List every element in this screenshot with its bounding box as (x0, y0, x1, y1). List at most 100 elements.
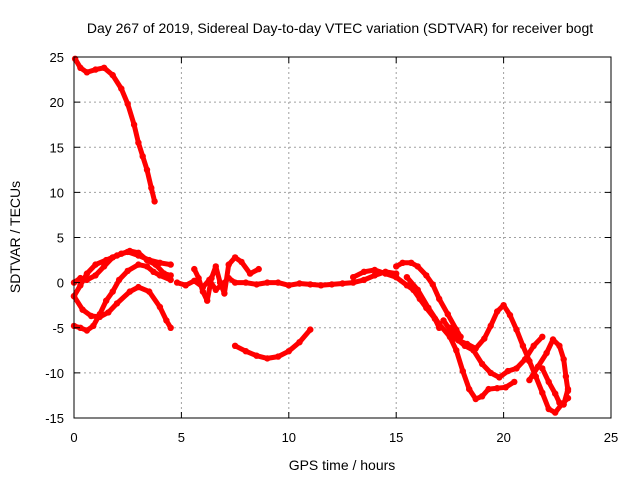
data-point (143, 263, 151, 270)
data-point (231, 254, 239, 261)
data-point (317, 282, 325, 289)
data-point (274, 279, 282, 286)
series-trace (393, 260, 464, 340)
data-point (399, 259, 406, 266)
data-point (126, 247, 133, 255)
data-point (216, 279, 224, 286)
y-tick-label: 5 (57, 231, 64, 246)
data-point (191, 265, 198, 273)
data-point (208, 274, 215, 282)
data-point (100, 64, 108, 72)
data-point (545, 405, 552, 413)
data-point (113, 300, 121, 307)
series-arc-11 (403, 274, 518, 403)
data-point (481, 335, 488, 342)
data-point (130, 121, 138, 128)
data-point (423, 272, 430, 279)
data-point (485, 385, 492, 393)
data-point (212, 263, 219, 270)
x-tick-label: 25 (604, 430, 618, 445)
data-point (560, 401, 567, 408)
series-arc-1 (71, 55, 158, 205)
data-point (105, 309, 112, 316)
data-point (264, 279, 271, 286)
data-point (494, 308, 501, 315)
data-point (539, 365, 546, 372)
data-point (552, 409, 559, 416)
data-point (156, 303, 164, 311)
data-point (126, 288, 133, 295)
data-point (152, 261, 159, 268)
data-point (124, 267, 131, 275)
y-tick-label: -5 (52, 321, 64, 336)
data-point (478, 393, 486, 400)
data-point (135, 139, 142, 146)
y-tick-label: -15 (45, 411, 64, 426)
data-point (150, 268, 157, 275)
data-point (453, 347, 460, 354)
data-point (487, 322, 494, 330)
series-trace (447, 302, 571, 416)
grid-lines (74, 57, 611, 418)
x-axis-label: GPS time / hours (289, 457, 396, 473)
data-point (253, 352, 260, 359)
data-point (246, 270, 254, 277)
data-point (100, 263, 108, 270)
y-tick-label: 25 (50, 50, 64, 65)
data-point (350, 279, 357, 286)
data-point (511, 378, 518, 386)
data-point (77, 282, 84, 289)
data-point (446, 324, 454, 331)
data-point (307, 326, 314, 333)
series-arc-2 (70, 283, 174, 331)
data-point (487, 369, 494, 377)
data-point (530, 342, 537, 349)
data-point (285, 282, 292, 289)
y-tick-label: 10 (50, 185, 64, 200)
data-point (167, 324, 174, 331)
data-point (109, 288, 116, 295)
data-point (124, 100, 131, 108)
data-point (109, 71, 116, 79)
data-point (135, 283, 142, 291)
data-point (463, 340, 471, 348)
y-tick-label: 0 (57, 276, 64, 291)
data-point (77, 274, 84, 282)
data-point (444, 311, 451, 318)
x-tick-label: 15 (389, 430, 403, 445)
data-point (77, 64, 84, 72)
data-point (173, 279, 181, 286)
data-point (472, 395, 479, 403)
data-point (103, 297, 110, 304)
data-point (440, 317, 447, 324)
data-point (360, 268, 368, 275)
data-point (146, 288, 153, 295)
data-point (118, 250, 125, 257)
data-point (296, 280, 303, 287)
data-point (500, 302, 507, 309)
data-point (556, 342, 563, 349)
data-point (238, 258, 245, 266)
data-point (350, 274, 357, 281)
data-point (552, 390, 559, 397)
data-point (545, 378, 552, 386)
data-point (83, 276, 91, 284)
data-point (504, 367, 512, 375)
data-point (328, 281, 335, 288)
y-tick-label: 20 (50, 95, 64, 110)
data-point (513, 326, 520, 333)
data-series (70, 55, 572, 416)
data-point (135, 261, 142, 268)
data-point (167, 261, 174, 268)
data-point (436, 295, 443, 303)
data-point (242, 279, 249, 286)
data-point (143, 166, 151, 173)
chart-title: Day 267 of 2019, Sidereal Day-to-day VTE… (87, 20, 593, 36)
data-point (199, 288, 207, 295)
data-point (472, 345, 479, 352)
data-point (139, 153, 146, 160)
data-point (151, 198, 158, 205)
data-point (274, 353, 282, 360)
data-point (436, 320, 443, 328)
data-point (163, 317, 170, 324)
